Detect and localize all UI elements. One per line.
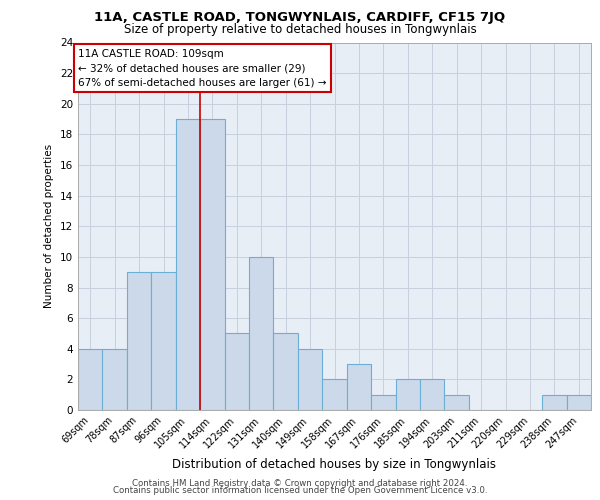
- Bar: [151, 272, 176, 410]
- Bar: [445, 394, 469, 410]
- Bar: [274, 334, 298, 410]
- Bar: [224, 334, 249, 410]
- Bar: [542, 394, 566, 410]
- Bar: [347, 364, 371, 410]
- Bar: [78, 349, 103, 410]
- Bar: [200, 119, 224, 410]
- Bar: [395, 380, 420, 410]
- Text: Size of property relative to detached houses in Tongwynlais: Size of property relative to detached ho…: [124, 22, 476, 36]
- Text: Contains HM Land Registry data © Crown copyright and database right 2024.: Contains HM Land Registry data © Crown c…: [132, 478, 468, 488]
- Bar: [298, 349, 322, 410]
- Bar: [420, 380, 445, 410]
- Text: 11A, CASTLE ROAD, TONGWYNLAIS, CARDIFF, CF15 7JQ: 11A, CASTLE ROAD, TONGWYNLAIS, CARDIFF, …: [94, 12, 506, 24]
- Bar: [322, 380, 347, 410]
- Bar: [127, 272, 151, 410]
- Text: Contains public sector information licensed under the Open Government Licence v3: Contains public sector information licen…: [113, 486, 487, 495]
- Bar: [566, 394, 591, 410]
- Y-axis label: Number of detached properties: Number of detached properties: [44, 144, 55, 308]
- Text: 11A CASTLE ROAD: 109sqm
← 32% of detached houses are smaller (29)
67% of semi-de: 11A CASTLE ROAD: 109sqm ← 32% of detache…: [79, 48, 327, 88]
- Bar: [176, 119, 200, 410]
- Bar: [371, 394, 395, 410]
- X-axis label: Distribution of detached houses by size in Tongwynlais: Distribution of detached houses by size …: [173, 458, 497, 471]
- Bar: [249, 257, 274, 410]
- Bar: [103, 349, 127, 410]
